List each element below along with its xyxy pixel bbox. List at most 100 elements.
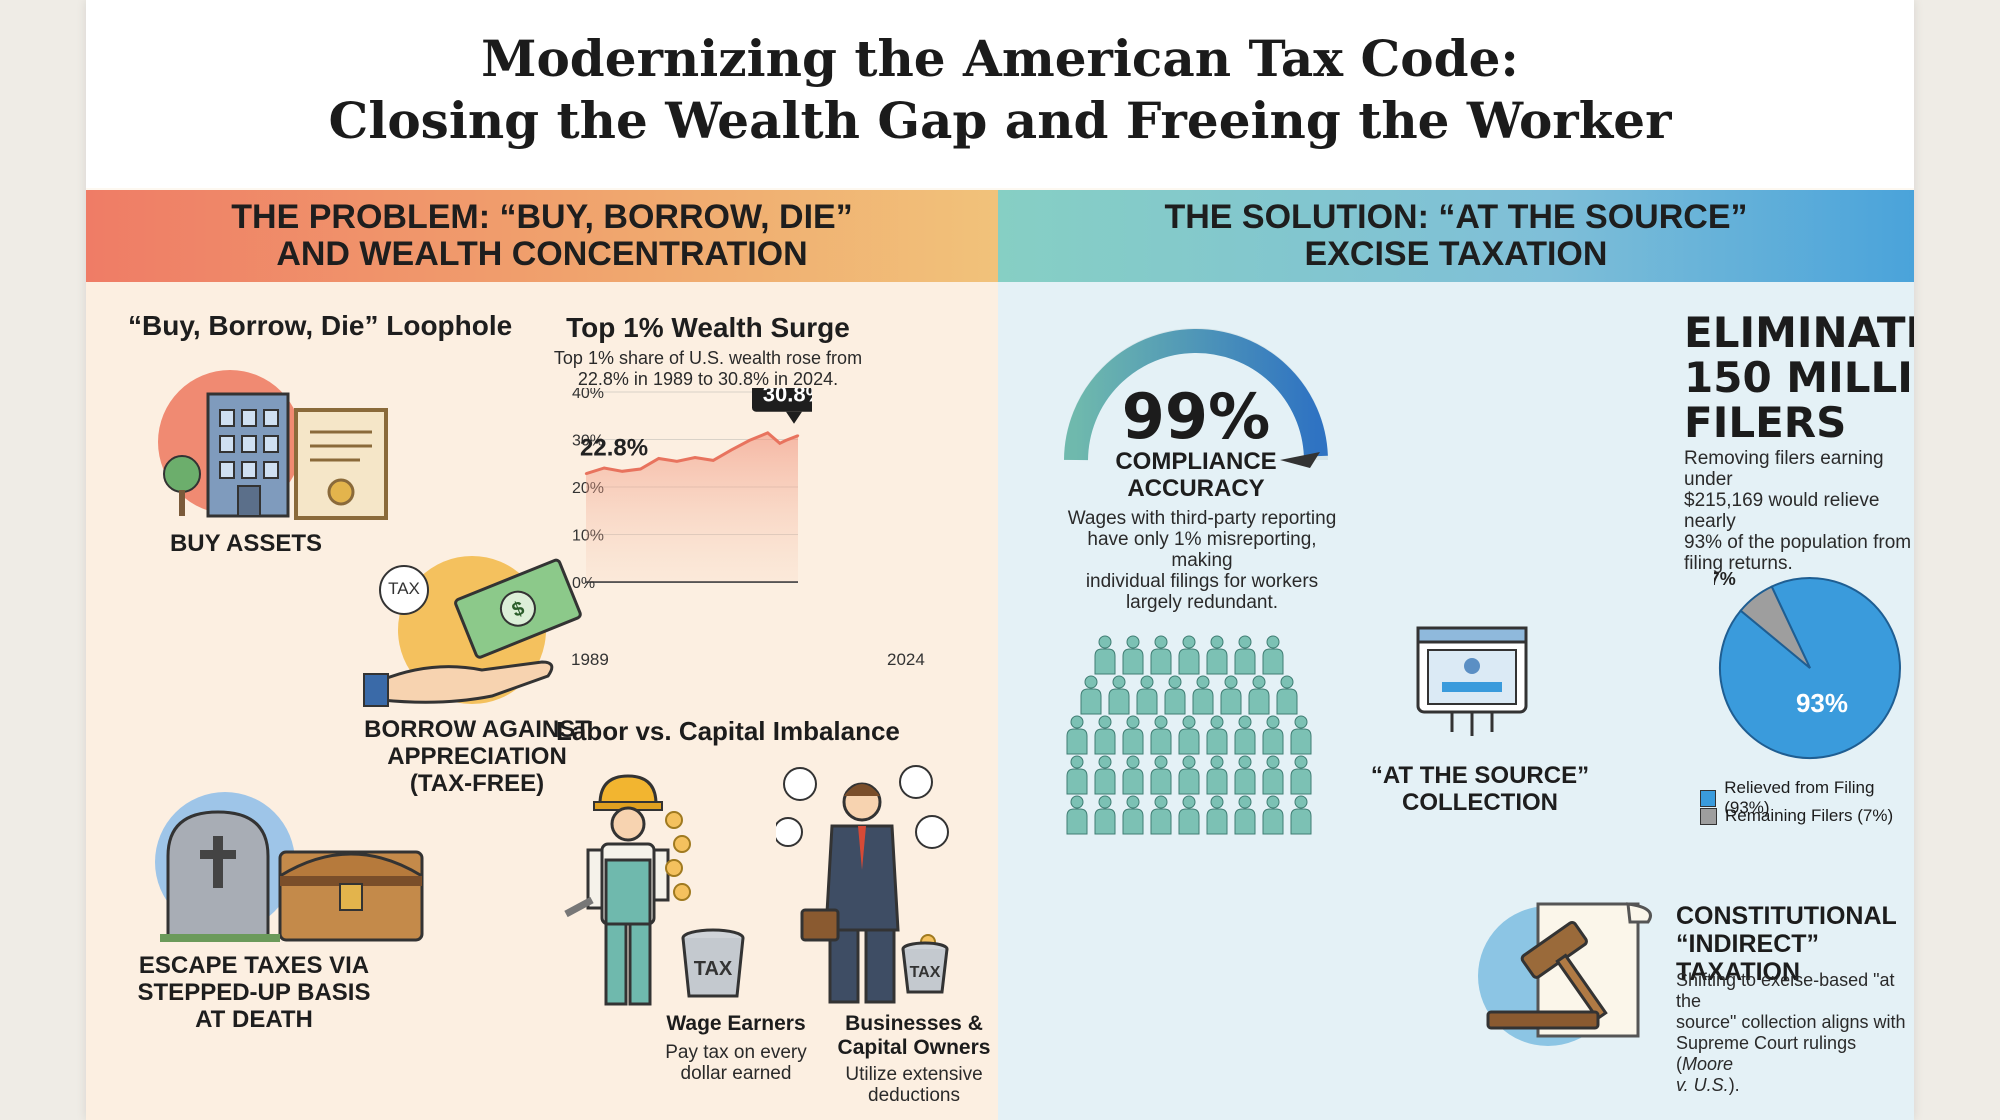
tombstone-icon (155, 792, 424, 942)
step-escape-line-3: AT DEATH (195, 1006, 313, 1033)
person-icon (1290, 715, 1312, 755)
filers-desc-line-3: 93% of the population from (1684, 532, 1912, 553)
wealth-point (693, 456, 697, 459)
solution-panel: 99% COMPLIANCE ACCURACY Wages with third… (998, 282, 1914, 1120)
filers-title: ELIMINATING 150 MILLION FILERS (1684, 310, 1914, 445)
person-icon (1136, 675, 1158, 715)
filers-desc-line-4: filing returns. (1684, 553, 1793, 574)
problem-header-line-1: THE PROBLEM: “BUY, BORROW, DIE” (231, 198, 853, 236)
constitutional-title-line-2: “INDIRECT” TAXATION (1676, 930, 1820, 986)
y-tick-label: 30% (572, 433, 604, 450)
filers-desc-line-1: Removing filers earning under (1684, 448, 1884, 490)
person-icon (1150, 795, 1172, 835)
person-icon (1150, 755, 1172, 795)
person-icon (1234, 795, 1256, 835)
person-icon (1290, 755, 1312, 795)
gauge-desc-line-3: individual filings for workers (1085, 571, 1319, 592)
person-icon (1094, 635, 1116, 675)
wealth-point (778, 442, 782, 445)
legend-label-relieved: Relieved from Filing (93%) (1724, 778, 1875, 817)
filers-pie-chart: 93% 7% (1714, 569, 1901, 760)
person-icon (1262, 715, 1284, 755)
gauge-value: 99% (1121, 380, 1271, 453)
pie-data-label: 93% (1796, 688, 1848, 718)
imbalance-title: Labor vs. Capital Imbalance (556, 716, 900, 746)
tax-bucket-large-icon (681, 928, 745, 998)
step-borrow-line-3: (TAX-FREE) (409, 770, 545, 797)
person-icon (1122, 795, 1144, 835)
filers-desc: Removing filers earning under $215,169 w… (1684, 448, 1914, 574)
legend-item-remaining: Remaining Filers (7%) (1700, 806, 1893, 826)
gauge-desc-line-4: largely redundant. (1125, 592, 1279, 613)
person-icon (1066, 755, 1088, 795)
gauge-desc-line-2: have only 1% misreporting, making (1087, 529, 1317, 571)
constitutional-desc-line-3: Supreme Court rulings (Moore (1676, 1033, 1912, 1075)
person-icon (1262, 795, 1284, 835)
person-icon (1234, 715, 1256, 755)
pie-data-label: 7% (1714, 569, 1736, 589)
page-title-line-1: Modernizing the American Tax Code: (481, 29, 1519, 88)
legend-swatch-remaining (1700, 807, 1717, 825)
wealth-point (766, 431, 769, 435)
wealth-start-label: 22.8% (580, 435, 648, 462)
crowd-icon (1066, 635, 1312, 835)
person-icon (1220, 675, 1242, 715)
constitutional-title-line-1: CONSTITUTIONAL (1676, 902, 1897, 930)
step-borrow-line-1: BORROW AGAINST (364, 716, 590, 743)
legend-label-remaining: Remaining Filers (7%) (1725, 806, 1894, 825)
wealth-point (639, 467, 642, 471)
cash-hand-icon: $ (363, 556, 582, 707)
wealth-point (796, 434, 800, 437)
wage-earner-icon (564, 774, 691, 1006)
person-icon (1290, 795, 1312, 835)
person-icon (1122, 755, 1144, 795)
wealth-chart-title: Top 1% Wealth Surge (566, 312, 850, 343)
at-source-icon (1416, 626, 1528, 736)
person-icon (1108, 675, 1130, 715)
constitutional-title: CONSTITUTIONAL “INDIRECT” TAXATION (1676, 902, 1914, 986)
gauge-desc-line-1: Wages with third-party reporting (1067, 508, 1337, 529)
capital-desc-line-1: Utilize extensive (845, 1064, 983, 1085)
person-icon (1178, 795, 1200, 835)
wealth-line (585, 431, 799, 476)
person-icon (1122, 635, 1144, 675)
wealth-end-label-box (752, 388, 812, 412)
compliance-gauge (1064, 328, 1328, 468)
wealth-point (584, 472, 588, 475)
wealth-chart-desc-line-2: 22.8% in 1989 to 30.8% in 2024. (577, 369, 839, 389)
wealth-chart-desc: Top 1% share of U.S. wealth rose from 22… (518, 348, 898, 390)
person-icon (1066, 795, 1088, 835)
wage-desc-line-1: Pay tax on every (665, 1042, 807, 1063)
filers-title-line-2: 150 MILLION (1684, 353, 1914, 402)
gauge-label: COMPLIANCE ACCURACY (1076, 448, 1316, 502)
person-icon (1248, 675, 1270, 715)
solution-header: THE SOLUTION: “AT THE SOURCE” EXCISE TAX… (998, 190, 1914, 282)
person-icon (1150, 715, 1172, 755)
gauge-value-arc (1064, 329, 1328, 461)
solution-header-line-2: EXCISE TAXATION (1304, 235, 1608, 273)
constitutional-desc-line-2: source" collection aligns with (1676, 1012, 1906, 1032)
wealth-point (784, 439, 788, 442)
person-icon (1206, 715, 1228, 755)
pie-slice (1739, 585, 1811, 669)
step-escape-line-2: STEPPED-UP BASIS (137, 979, 371, 1006)
constitutional-desc-line-4: v. U.S.). (1676, 1075, 1912, 1096)
person-icon (1234, 635, 1256, 675)
gavel-icon (1478, 902, 1652, 1046)
person-icon (1094, 715, 1116, 755)
problem-header-line-2: AND WEALTH CONCENTRATION (276, 235, 808, 273)
person-icon (1178, 715, 1200, 755)
problem-header: THE PROBLEM: “BUY, BORROW, DIE” AND WEAL… (86, 190, 998, 282)
wage-earners-desc: Pay tax on every dollar earned (656, 1042, 816, 1084)
wealth-point (602, 466, 606, 470)
filers-desc-line-2: $215,169 would relieve nearly (1684, 490, 1880, 532)
person-icon (1276, 675, 1298, 715)
person-icon (1262, 635, 1284, 675)
person-icon (1206, 755, 1228, 795)
person-icon (1094, 755, 1116, 795)
step-escape-label: ESCAPE TAXES VIA STEPPED-UP BASIS AT DEA… (124, 952, 384, 1033)
gauge-desc: Wages with third-party reporting have on… (1062, 508, 1342, 613)
wealth-point (748, 439, 751, 442)
at-source-label: “AT THE SOURCE” COLLECTION (1370, 762, 1590, 816)
title-bar: Modernizing the American Tax Code: Closi… (86, 0, 1914, 188)
